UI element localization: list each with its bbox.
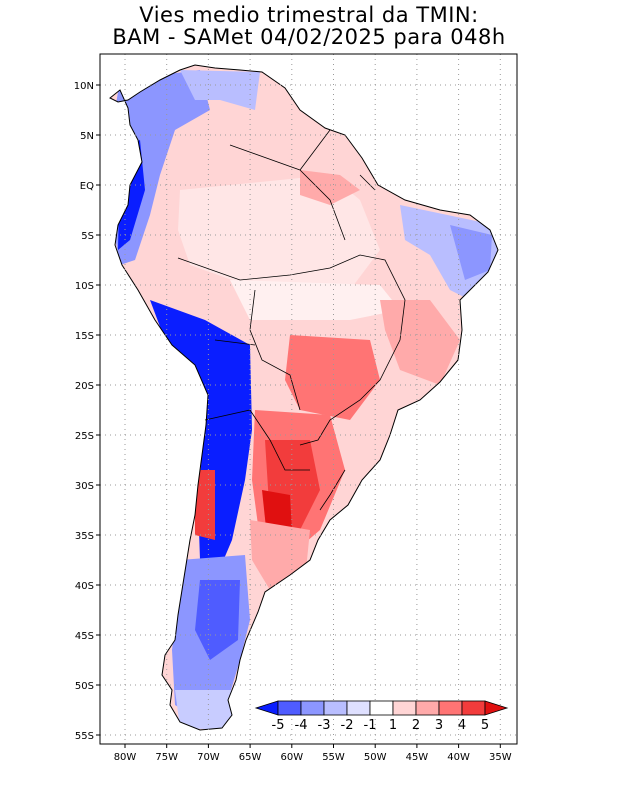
lon-tick-label: 80W — [114, 752, 137, 763]
colorbar-label: -1 — [364, 718, 377, 733]
country-borders — [177, 129, 406, 511]
lat-tick-label: 55S — [75, 731, 94, 742]
axis-ticks: 10N 5N EQ 5S 10S 15S 20S 25S 30S 35S 40S 45S 50S 55S 8… — [74, 81, 512, 763]
lat-tick-label: 25S — [75, 431, 94, 442]
field-patch — [285, 335, 380, 420]
colorbar-box — [277, 700, 302, 716]
gridlines — [100, 54, 517, 744]
map-title-line2: BAM - SAMet 04/02/2025 para 048h — [112, 25, 506, 49]
colorbar-label: -5 — [272, 718, 285, 733]
colorbar-label: 1 — [389, 718, 397, 733]
lat-tick-label: 5N — [80, 131, 94, 142]
continent-outline — [109, 64, 499, 731]
field-patch — [195, 470, 215, 540]
lat-tick-label: 30S — [75, 481, 94, 492]
colorbar-label: -4 — [295, 718, 308, 733]
colorbar-label: -2 — [341, 718, 354, 733]
field-patch — [150, 300, 252, 580]
bias-field — [110, 65, 498, 730]
colorbar-box — [392, 700, 417, 716]
colorbar-box — [438, 700, 463, 716]
colorbar-label: 3 — [435, 718, 443, 733]
lat-tick-label: 45S — [75, 631, 94, 642]
lon-tick-label: 60W — [280, 752, 303, 763]
lat-tick-label: 5S — [81, 231, 94, 242]
lat-tick-label: 40S — [75, 581, 94, 592]
lon-tick-label: 70W — [197, 752, 220, 763]
map-frame — [99, 53, 518, 745]
field-patch — [175, 690, 235, 730]
colorbar-label: 4 — [458, 718, 466, 733]
lon-tick-label: 50W — [364, 752, 387, 763]
field-patch — [195, 580, 240, 660]
lat-tick-label: 15S — [75, 331, 94, 342]
colorbar-box — [415, 700, 440, 716]
lat-tick-label: 35S — [75, 531, 94, 542]
field-patch — [380, 300, 460, 385]
lon-tick-label: 35W — [489, 752, 512, 763]
colorbar-box — [346, 700, 371, 716]
colorbar-arrow-low — [254, 700, 279, 716]
field-patch — [450, 225, 492, 280]
colorbar-arrow-high — [484, 700, 509, 716]
field-patch — [180, 70, 260, 110]
lat-tick-label: EQ — [80, 181, 94, 192]
field-patch — [230, 280, 400, 320]
lon-tick-label: 55W — [322, 752, 345, 763]
colorbar: -5 -4 -3 -2 -1 1 2 3 4 5 — [254, 700, 509, 733]
field-patch — [300, 170, 360, 205]
lon-tick-label: 75W — [155, 752, 178, 763]
colorbar-label: 2 — [412, 718, 420, 733]
lon-tick-label: 65W — [239, 752, 262, 763]
colorbar-box — [369, 700, 394, 716]
lon-tick-label: 40W — [447, 752, 470, 763]
colorbar-box — [461, 700, 486, 716]
map-title-line1: Vies medio trimestral da TMIN: — [139, 3, 479, 27]
lat-tick-label: 50S — [75, 681, 94, 692]
colorbar-box — [300, 700, 325, 716]
colorbar-box — [323, 700, 348, 716]
colorbar-label: -3 — [318, 718, 331, 733]
field-patch — [262, 490, 292, 530]
lat-tick-label: 20S — [75, 381, 94, 392]
lat-tick-label: 10N — [74, 81, 94, 92]
lat-tick-label: 10S — [75, 281, 94, 292]
colorbar-label: 5 — [481, 718, 489, 733]
lon-tick-label: 45W — [406, 752, 429, 763]
